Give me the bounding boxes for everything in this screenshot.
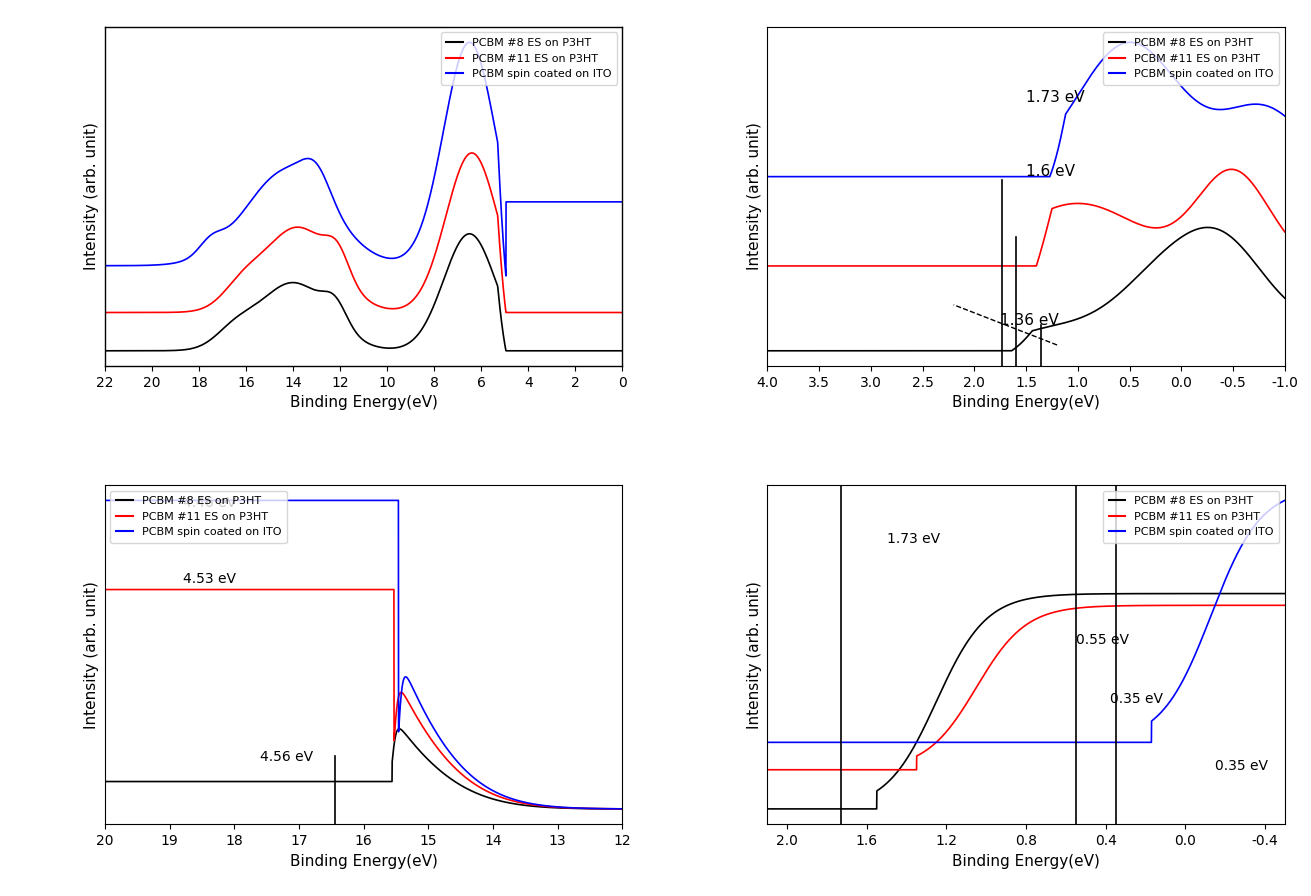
Legend: PCBM #8 ES on P3HT, PCBM #11 ES on P3HT, PCBM spin coated on ITO: PCBM #8 ES on P3HT, PCBM #11 ES on P3HT,…: [1103, 490, 1280, 543]
Legend: PCBM #8 ES on P3HT, PCBM #11 ES on P3HT, PCBM spin coated on ITO: PCBM #8 ES on P3HT, PCBM #11 ES on P3HT,…: [1103, 32, 1280, 84]
Text: 4.53 eV: 4.53 eV: [182, 572, 236, 586]
Legend: PCBM #8 ES on P3HT, PCBM #11 ES on P3HT, PCBM spin coated on ITO: PCBM #8 ES on P3HT, PCBM #11 ES on P3HT,…: [440, 32, 616, 84]
Legend: PCBM #8 ES on P3HT, PCBM #11 ES on P3HT, PCBM spin coated on ITO: PCBM #8 ES on P3HT, PCBM #11 ES on P3HT,…: [110, 490, 287, 543]
Text: 1.73 eV: 1.73 eV: [1027, 90, 1084, 105]
Text: 4.56 eV: 4.56 eV: [260, 750, 313, 764]
Text: 0.35 eV: 0.35 eV: [1109, 693, 1163, 706]
Y-axis label: Intensity (arb. unit): Intensity (arb. unit): [84, 123, 100, 271]
Text: 1.36 eV: 1.36 eV: [1000, 314, 1059, 329]
Text: 4.46 eV: 4.46 eV: [182, 496, 236, 510]
X-axis label: Binding Energy(eV): Binding Energy(eV): [952, 395, 1100, 410]
Text: 1.6 eV: 1.6 eV: [1027, 164, 1075, 179]
X-axis label: Binding Energy(eV): Binding Energy(eV): [290, 854, 438, 868]
Y-axis label: Intensity (arb. unit): Intensity (arb. unit): [84, 581, 100, 728]
Text: 0.35 eV: 0.35 eV: [1215, 759, 1268, 772]
X-axis label: Binding Energy(eV): Binding Energy(eV): [290, 395, 438, 410]
Y-axis label: Intensity (arb. unit): Intensity (arb. unit): [747, 581, 762, 728]
X-axis label: Binding Energy(eV): Binding Energy(eV): [952, 854, 1100, 868]
Y-axis label: Intensity (arb. unit): Intensity (arb. unit): [747, 123, 762, 271]
Text: 0.55 eV: 0.55 eV: [1076, 633, 1129, 648]
Text: 1.73 eV: 1.73 eV: [886, 531, 940, 546]
